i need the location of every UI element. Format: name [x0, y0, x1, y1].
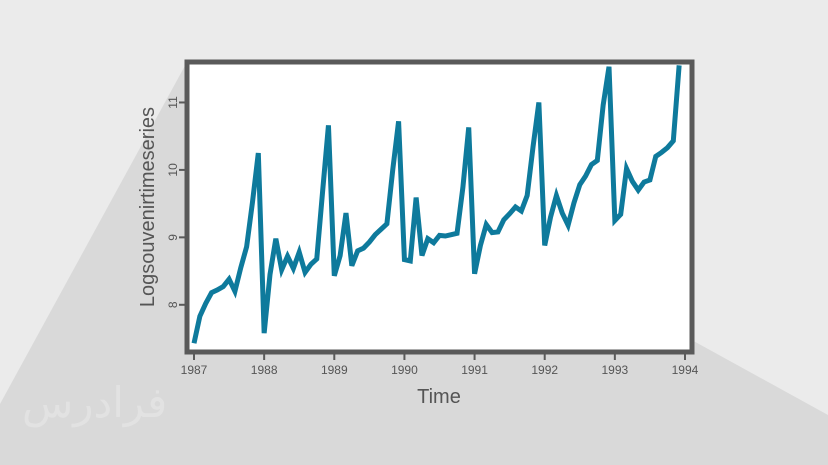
x-tick-label: 1987 — [181, 363, 208, 377]
x-tick-label: 1993 — [601, 363, 628, 377]
y-tick-label: 11 — [166, 96, 180, 109]
y-axis-title: Logsouvenirtimeseries — [137, 107, 159, 307]
x-tick-label: 1989 — [321, 363, 348, 377]
x-tick-label: 1988 — [251, 363, 278, 377]
y-tick-label: 9 — [166, 234, 180, 241]
x-tick-label: 1990 — [391, 363, 418, 377]
y-axis: 8 9 10 11 — [166, 96, 185, 308]
data-points — [193, 65, 680, 344]
plot-area — [187, 62, 692, 352]
y-tick-label: 10 — [166, 163, 180, 177]
watermark-logo: فرادرس — [22, 378, 168, 427]
y-tick-label: 8 — [166, 301, 180, 308]
x-tick-label: 1992 — [531, 363, 558, 377]
series-line — [191, 65, 682, 344]
x-tick-label: 1991 — [461, 363, 488, 377]
x-axis-title: Time — [417, 386, 461, 408]
plot-frame — [184, 59, 695, 355]
x-axis: 1987 1988 1989 1990 1991 1992 1993 1994 — [181, 354, 699, 377]
x-tick-label: 1994 — [672, 363, 699, 377]
